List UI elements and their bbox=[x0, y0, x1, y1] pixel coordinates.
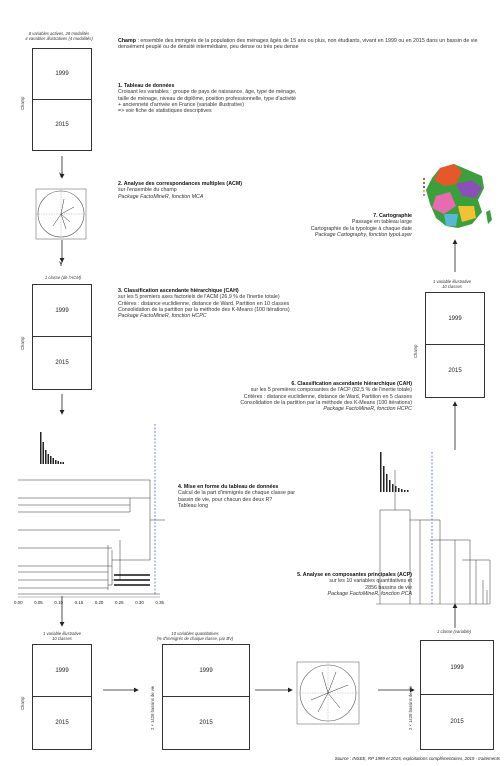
step-5-line-2: 2856 bassins de vie bbox=[365, 584, 412, 591]
tick-3: 0.15 bbox=[74, 600, 84, 605]
right-table-caption-line-2: 10 classes bbox=[442, 283, 462, 289]
data-table-bottom-right: 1999 2015 bbox=[420, 640, 494, 750]
champ-text: : ensemble des immigrés de la population… bbox=[118, 38, 478, 51]
step-5-line-1: sur les 10 variables quantitatives et bbox=[329, 578, 412, 585]
france-typology-map bbox=[423, 164, 492, 228]
table-bl-year-2015: 2015 bbox=[55, 720, 69, 726]
table-br-side-label: 2 × 1428 bassins de vie bbox=[408, 685, 413, 730]
step-5-block: 5. Analyse en composantes principales (A… bbox=[180, 572, 412, 597]
step-3-line-1: sur les 5 premiers axes factoriels de l'… bbox=[118, 294, 280, 301]
table-br-year-2015: 2015 bbox=[450, 719, 464, 725]
step-7-block: 7. Cartographie Passage en tableau large… bbox=[240, 213, 412, 238]
top-table-caption: 8 variables actives, 28 modalités 4 vari… bbox=[14, 31, 104, 42]
step-7-line-2: Cartographie de la typologie à chaque da… bbox=[310, 225, 412, 232]
table3-side-label: Champ bbox=[20, 336, 25, 351]
step-1-title: 1. Tableau de données bbox=[118, 83, 175, 89]
step-2-title: 2. Analyse des correspondances multiples… bbox=[118, 181, 243, 187]
tick-1: 0.05 bbox=[34, 600, 43, 605]
tick-7: 0.35 bbox=[155, 600, 164, 605]
table-bl-year-1999: 1999 bbox=[33, 645, 91, 697]
data-table-cah: 1999 2015 bbox=[32, 284, 92, 390]
step-5-title: 5. Analyse en composantes principales (A… bbox=[297, 572, 412, 578]
right-table-caption: 1 variable illustrative 10 classes bbox=[412, 279, 492, 290]
right-dendrogram bbox=[376, 452, 491, 605]
arrow-y-label-1: Y bbox=[59, 173, 64, 179]
left-inertia-histogram bbox=[40, 432, 64, 464]
step-7-package: Package Cartography, fonction typoLayer bbox=[314, 231, 412, 238]
table-bl-side-label: Champ bbox=[20, 696, 25, 711]
pca-correlation-circle bbox=[296, 661, 360, 725]
bl-caption-line-1: 1 variable illustrative bbox=[43, 631, 81, 636]
left-dendrogram bbox=[18, 424, 165, 595]
table-bm-side-label: 2 × 1428 bassins de vie bbox=[150, 685, 155, 730]
arrow-y-label-2: Y bbox=[59, 262, 64, 268]
acm-correlation-circle bbox=[35, 188, 87, 240]
step-3-line-3: Consolidation de la partition par la mét… bbox=[118, 306, 290, 313]
right-inertia-histogram bbox=[380, 452, 409, 492]
data-table-bottom-middle: 1999 2015 bbox=[162, 644, 250, 750]
table1-side-label: Champ bbox=[20, 96, 25, 111]
bm-caption-line-2: (% d'immigrés de chaque classe, par BV) bbox=[156, 635, 234, 641]
data-table-bottom-left: 1999 2015 bbox=[32, 644, 92, 750]
step-6-block: 6. Classification ascendante hiérarchiqu… bbox=[140, 381, 412, 412]
step-7-title: 7. Cartographie bbox=[373, 213, 412, 219]
right-table-caption-line-1: 1 variable illustrative bbox=[433, 279, 471, 284]
step-1-line-1: Croisant les variables : groupe de pays … bbox=[118, 89, 297, 96]
tick-0: 0.00 bbox=[14, 600, 23, 605]
step-4-line-3: Tableau long bbox=[178, 502, 209, 509]
step-4-block: 4. Mise en forme du tableau de données C… bbox=[178, 484, 318, 509]
step-3-line-2: Critères : distance euclidienne, distanc… bbox=[118, 300, 290, 307]
table-rt-year-2015: 2015 bbox=[448, 368, 462, 374]
top-caption-line-2: 4 variables illustratives (4 modalités) bbox=[25, 35, 93, 41]
step-2-block: 2. Analyse des correspondances multiples… bbox=[118, 181, 358, 200]
step-2-line-1: sur l'ensemble du champ bbox=[118, 187, 177, 194]
step-5-package: Package FactoMineR, fonction PCA bbox=[327, 590, 413, 597]
bottom-left-caption: 1 variable illustrative 10 classes bbox=[24, 631, 100, 642]
champ-title: Champ bbox=[118, 38, 136, 44]
table-bm-year-1999: 1999 bbox=[163, 645, 249, 697]
step-2-package: Package FactoMineR, fonction MCA bbox=[118, 193, 204, 200]
data-table-right-top: 1999 2015 bbox=[425, 292, 485, 398]
tick-4: 0.20 bbox=[94, 600, 104, 605]
tick-5: 0.25 bbox=[115, 600, 124, 605]
left-dendro-tick-labels: 0.00 0.05 0.10 0.15 0.20 0.25 0.30 0.35 bbox=[14, 600, 164, 605]
table1-year-1999: 1999 bbox=[33, 49, 91, 100]
step-1-line-3: + ancienneté d'arrivée en France (variab… bbox=[118, 101, 244, 108]
table1-year-2015: 2015 bbox=[55, 121, 69, 128]
bottom-right-caption: 1 classe (variable) bbox=[437, 629, 471, 634]
bm-caption-line-1: 10 variables quantitatives bbox=[171, 631, 219, 636]
table-bm-year-2015: 2015 bbox=[199, 720, 213, 726]
tick-2: 0.10 bbox=[54, 600, 63, 605]
step-3-title: 3. Classification ascendante hiérarchiqu… bbox=[118, 288, 239, 294]
step-1-block: 1. Tableau de données Croisant les varia… bbox=[118, 83, 378, 114]
champ-description: Champ : ensemble des immigrés de la popu… bbox=[118, 38, 488, 51]
step-1-line-4: => voir fiche de statistiques descriptiv… bbox=[118, 108, 212, 115]
step-4-title: 4. Mise en forme du tableau de données bbox=[178, 484, 279, 490]
table3-year-1999: 1999 bbox=[33, 285, 91, 337]
step-4-line-2: bassin de vie, pour chacun des deux R? bbox=[178, 496, 273, 503]
table3-year-2015: 2015 bbox=[55, 360, 69, 366]
table-br-year-1999: 1999 bbox=[421, 641, 493, 695]
tick-6: 0.30 bbox=[135, 600, 144, 605]
step-4-line-1: Calcul de la part d'immigrés de chaque c… bbox=[178, 490, 296, 497]
bottom-middle-caption: 10 variables quantitatives (% d'immigrés… bbox=[140, 631, 250, 642]
step-7-line-1: Passage en tableau large bbox=[351, 219, 412, 226]
data-table-1: 1999 2015 bbox=[32, 48, 92, 151]
step-6-title: 6. Classification ascendante hiérarchiqu… bbox=[291, 381, 412, 387]
step-6-line-3: Consolidation de la partition par la mét… bbox=[240, 399, 412, 406]
bl-caption-line-2: 10 classes bbox=[52, 635, 72, 641]
step-3-block: 3. Classification ascendante hiérarchiqu… bbox=[118, 288, 398, 319]
table3-caption: 1 classe (de l'ACM) bbox=[44, 275, 82, 280]
step-6-line-2: Critères : distance euclidienne, distanc… bbox=[243, 393, 412, 400]
step-1-line-2: taille de ménage, niveau de diplôme, pos… bbox=[118, 95, 296, 102]
top-caption-line-1: 8 variables actives, 28 modalités bbox=[28, 31, 90, 36]
table-rt-side-label: Champ bbox=[413, 344, 418, 359]
step-3-package: Package FactoMineR, fonction HCPC bbox=[118, 313, 207, 320]
step-6-line-1: sur les 5 premières composantes de l'ACP… bbox=[250, 387, 412, 394]
table-rt-year-1999: 1999 bbox=[426, 293, 484, 345]
source-note: Source : INSEE, RP 1999 et 2015, exploit… bbox=[334, 756, 500, 761]
map-legend bbox=[423, 178, 425, 196]
step-6-package: Package FactoMineR, fonction HCPC bbox=[323, 406, 412, 413]
